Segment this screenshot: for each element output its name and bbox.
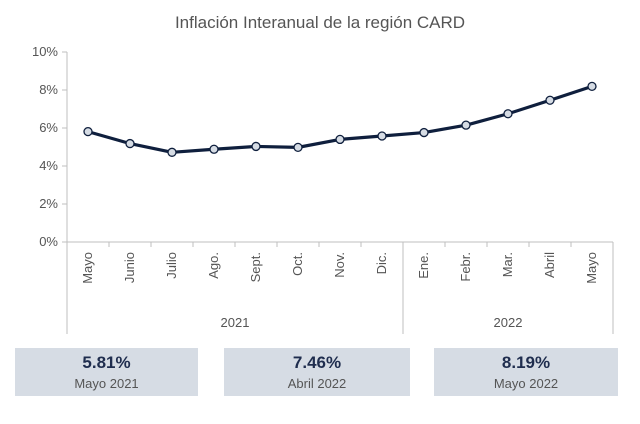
y-tick-label: 10% — [32, 44, 58, 59]
x-tick-label: Dic. — [374, 252, 389, 274]
data-point — [503, 109, 513, 119]
data-point — [209, 144, 219, 154]
data-point — [419, 127, 429, 138]
data-point — [167, 147, 177, 157]
stat-card-value: 5.81% — [82, 353, 131, 372]
data-point — [251, 141, 261, 152]
y-tick-label: 2% — [39, 196, 58, 211]
x-tick-label: Ene. — [416, 252, 431, 279]
x-tick-label: Ago. — [206, 252, 221, 279]
x-tick-label: Febr. — [458, 252, 473, 282]
x-tick-label: Mayo — [584, 252, 599, 284]
chart-axes: 0% 2% 4% 6% 8% 10% Mayo Junio Julio Ago. Sept. Oct.… — [32, 44, 614, 334]
stat-card-label: Mayo 2021 — [74, 376, 139, 391]
chart-marks — [83, 81, 597, 157]
x-tick-label: Sept. — [248, 252, 263, 282]
x-tick-label: Mar. — [500, 252, 515, 277]
data-point — [545, 95, 555, 105]
x-tick-label: Oct. — [290, 252, 305, 276]
x-tick-label: Abril — [542, 252, 557, 278]
stat-card-abril-2022: 7.46% Abril 2022 — [224, 348, 410, 396]
y-tick-label: 8% — [39, 82, 58, 97]
data-point — [83, 126, 93, 137]
stat-card-mayo-2021: 5.81% Mayo 2021 — [15, 348, 198, 396]
x-tick-label: Nov. — [332, 252, 347, 278]
x-tick-label: Mayo — [80, 252, 95, 284]
stat-card-label: Mayo 2022 — [493, 376, 559, 391]
stat-card-value: 8.19% — [501, 353, 551, 372]
data-point — [377, 131, 387, 141]
year-group-label: 2022 — [494, 315, 523, 330]
data-point — [335, 134, 345, 145]
chart-title: Inflación Interanual de la región CARD — [175, 13, 465, 32]
data-point — [125, 138, 135, 149]
stat-card-mayo-2022: 8.19% Mayo 2022 — [434, 348, 618, 396]
year-group-label: 2021 — [221, 315, 250, 330]
x-tick-label: Julio — [164, 252, 179, 279]
y-tick-label: 0% — [39, 234, 58, 249]
data-point — [461, 120, 471, 130]
stat-card-label: Abril 2022 — [287, 376, 347, 391]
x-tick-label: Junio — [122, 252, 137, 283]
data-point — [587, 81, 597, 92]
stat-card-value: 7.46% — [292, 353, 342, 372]
y-tick-label: 4% — [39, 158, 58, 173]
y-tick-label: 6% — [39, 120, 58, 135]
data-point — [293, 142, 303, 153]
